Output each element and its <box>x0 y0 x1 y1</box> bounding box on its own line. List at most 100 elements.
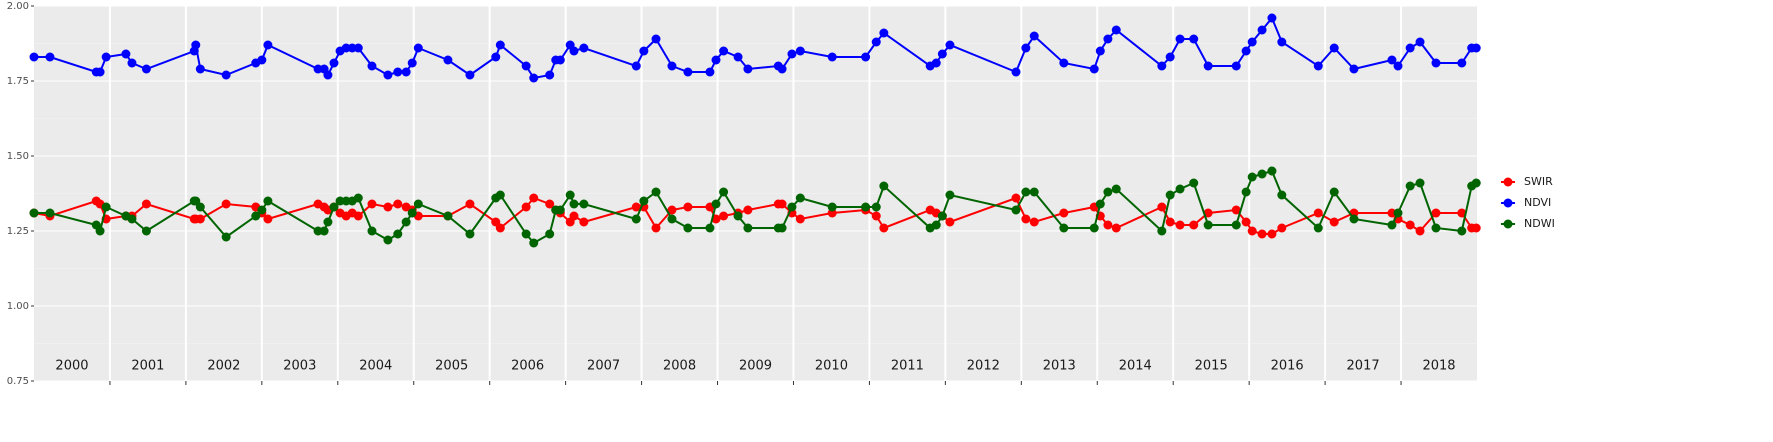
legend-label: NDWI <box>1524 217 1555 230</box>
data-point <box>1415 226 1425 236</box>
data-point <box>1059 58 1069 68</box>
data-point <box>353 43 363 53</box>
data-point <box>367 199 377 209</box>
data-point <box>667 61 677 71</box>
data-point <box>1247 226 1257 236</box>
data-point <box>1165 190 1175 200</box>
data-point <box>1111 184 1121 194</box>
data-point <box>45 52 55 62</box>
data-point <box>521 229 531 239</box>
data-point <box>1103 34 1113 44</box>
data-point <box>323 217 333 227</box>
data-point <box>495 190 505 200</box>
data-point <box>465 199 475 209</box>
data-point <box>1231 61 1241 71</box>
data-point <box>871 202 881 212</box>
data-point <box>1203 61 1213 71</box>
data-point <box>251 211 261 221</box>
data-point <box>1011 67 1021 77</box>
data-point <box>263 40 273 50</box>
x-tick-label: 2009 <box>739 359 772 374</box>
x-tick-label: 2014 <box>1119 359 1152 374</box>
data-point <box>565 190 575 200</box>
data-point <box>1241 46 1251 56</box>
data-point <box>1431 223 1441 233</box>
data-point <box>407 208 417 218</box>
data-point <box>1313 208 1323 218</box>
data-point <box>1111 25 1121 35</box>
data-point <box>29 52 39 62</box>
data-point <box>319 226 329 236</box>
data-point <box>1457 58 1467 68</box>
data-point <box>1103 187 1113 197</box>
data-point <box>569 46 579 56</box>
data-point <box>1165 52 1175 62</box>
data-point <box>367 61 377 71</box>
data-point <box>711 55 721 65</box>
data-point <box>545 70 555 80</box>
data-point <box>521 61 531 71</box>
data-point <box>579 217 589 227</box>
data-point <box>1021 187 1031 197</box>
data-point <box>879 181 889 191</box>
x-tick-label: 2015 <box>1195 359 1228 374</box>
x-tick-label: 2003 <box>283 359 316 374</box>
data-point <box>945 190 955 200</box>
data-point <box>787 49 797 59</box>
data-point <box>871 37 881 47</box>
data-point <box>1387 55 1397 65</box>
data-point <box>683 202 693 212</box>
data-point <box>1349 214 1359 224</box>
data-point <box>1011 193 1021 203</box>
y-tick-label: 2.00 <box>7 1 29 12</box>
data-point <box>1203 208 1213 218</box>
data-point <box>705 223 715 233</box>
data-point <box>1405 43 1415 53</box>
data-point <box>141 226 151 236</box>
data-point <box>1175 184 1185 194</box>
data-point <box>861 52 871 62</box>
data-point <box>555 205 565 215</box>
data-point <box>1257 169 1267 179</box>
data-point <box>931 58 941 68</box>
data-point <box>1029 187 1039 197</box>
data-point <box>639 196 649 206</box>
data-point <box>827 202 837 212</box>
data-point <box>29 208 39 218</box>
data-point <box>651 187 661 197</box>
data-point <box>353 211 363 221</box>
data-point <box>495 223 505 233</box>
y-tick-label: 0.75 <box>7 376 29 387</box>
data-point <box>777 64 787 74</box>
y-tick-label: 1.75 <box>7 76 29 87</box>
data-point <box>795 214 805 224</box>
data-point <box>1415 37 1425 47</box>
y-tick-label: 1.00 <box>7 301 29 312</box>
data-point <box>401 217 411 227</box>
data-point <box>1189 178 1199 188</box>
y-tick-label: 1.50 <box>7 151 29 162</box>
x-tick-label: 2002 <box>207 359 240 374</box>
data-point <box>1267 166 1277 176</box>
data-point <box>1203 220 1213 230</box>
data-point <box>1157 61 1167 71</box>
data-point <box>465 229 475 239</box>
x-tick-label: 2016 <box>1271 359 1304 374</box>
data-point <box>195 64 205 74</box>
data-point <box>221 70 231 80</box>
data-point <box>263 196 273 206</box>
data-point <box>1471 43 1481 53</box>
data-point <box>795 46 805 56</box>
data-point <box>1029 217 1039 227</box>
data-point <box>1405 181 1415 191</box>
data-point <box>861 202 871 212</box>
data-point <box>491 52 501 62</box>
x-tick-label: 2010 <box>815 359 848 374</box>
data-point <box>1393 61 1403 71</box>
data-point <box>1313 61 1323 71</box>
data-point <box>95 67 105 77</box>
data-point <box>743 223 753 233</box>
data-point <box>651 34 661 44</box>
data-point <box>1011 205 1021 215</box>
